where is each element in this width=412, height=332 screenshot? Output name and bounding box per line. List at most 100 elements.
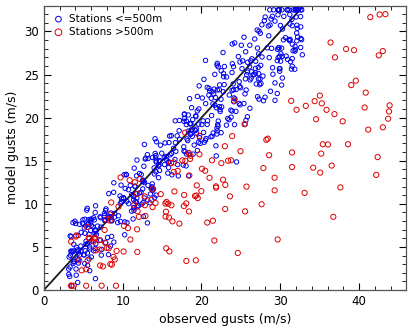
Stations <=500m (265, 33, 272, 39)
Stations >500m (211, 238, 218, 243)
Stations <=500m (210, 101, 216, 107)
Stations <=500m (82, 216, 88, 222)
Stations <=500m (209, 89, 215, 94)
Stations <=500m (276, 69, 283, 74)
Stations <=500m (175, 173, 182, 179)
Stations <=500m (75, 233, 82, 238)
Stations <=500m (86, 256, 92, 262)
Stations <=500m (68, 234, 75, 239)
Stations <=500m (218, 97, 224, 102)
Stations >500m (209, 158, 215, 163)
Stations >500m (325, 142, 331, 147)
Stations >500m (113, 283, 119, 289)
Stations <=500m (141, 142, 148, 147)
Stations >500m (348, 82, 355, 88)
Stations >500m (73, 233, 80, 238)
Stations <=500m (128, 208, 135, 214)
Stations <=500m (105, 191, 112, 196)
Stations <=500m (66, 267, 72, 272)
Stations <=500m (239, 58, 246, 63)
Stations >500m (192, 258, 199, 263)
Stations <=500m (194, 94, 201, 99)
Stations <=500m (236, 79, 243, 84)
Stations <=500m (88, 254, 95, 260)
Stations <=500m (91, 231, 98, 236)
Stations >500m (210, 218, 216, 223)
Stations <=500m (256, 82, 263, 87)
Stations <=500m (196, 135, 203, 140)
Stations >500m (332, 55, 338, 60)
Stations <=500m (277, 23, 284, 28)
Stations <=500m (115, 213, 122, 218)
Stations <=500m (252, 70, 259, 76)
Stations <=500m (266, 55, 272, 60)
Stations >500m (152, 201, 159, 206)
Stations <=500m (293, 30, 300, 36)
Stations <=500m (247, 77, 253, 83)
Stations <=500m (73, 245, 80, 250)
Stations >500m (96, 237, 103, 243)
Stations >500m (183, 201, 190, 206)
Stations >500m (361, 105, 368, 110)
Stations <=500m (75, 250, 82, 256)
Stations <=500m (98, 247, 105, 252)
Stations >500m (157, 192, 164, 197)
Stations <=500m (86, 240, 93, 245)
Stations <=500m (197, 141, 204, 146)
Stations <=500m (166, 140, 172, 145)
Stations <=500m (141, 195, 147, 201)
Stations <=500m (220, 71, 227, 76)
Stations <=500m (200, 130, 207, 135)
Stations <=500m (107, 243, 114, 249)
Stations <=500m (108, 234, 115, 239)
Stations <=500m (70, 220, 76, 225)
Stations <=500m (182, 149, 188, 154)
Stations <=500m (216, 87, 222, 93)
Stations <=500m (188, 131, 194, 136)
Stations <=500m (190, 151, 197, 157)
Stations <=500m (122, 232, 128, 237)
Stations <=500m (276, 66, 283, 71)
Stations <=500m (230, 64, 237, 69)
Stations <=500m (236, 101, 243, 106)
Stations >500m (367, 15, 374, 20)
Stations <=500m (220, 50, 226, 55)
Stations <=500m (93, 232, 100, 237)
Stations <=500m (216, 104, 223, 109)
Stations >500m (105, 246, 112, 251)
Stations <=500m (153, 193, 159, 198)
Stations >500m (149, 205, 156, 210)
Stations <=500m (262, 95, 268, 100)
Stations <=500m (166, 159, 172, 164)
Stations >500m (182, 130, 188, 135)
Stations <=500m (87, 246, 93, 252)
Stations <=500m (299, 52, 306, 57)
Stations >500m (186, 173, 193, 178)
Stations >500m (327, 40, 334, 45)
Stations <=500m (98, 253, 105, 258)
Stations <=500m (144, 152, 151, 157)
Stations <=500m (168, 151, 175, 156)
Stations <=500m (213, 105, 220, 111)
Stations >500m (97, 263, 103, 268)
Stations <=500m (75, 280, 81, 285)
Stations <=500m (176, 128, 183, 133)
Stations >500m (289, 150, 295, 155)
Stations >500m (330, 214, 337, 219)
Stations <=500m (297, 45, 304, 50)
Stations >500m (121, 223, 127, 228)
Stations <=500m (170, 146, 177, 151)
Stations <=500m (194, 148, 201, 153)
Stations >500m (365, 127, 372, 132)
Stations <=500m (255, 76, 262, 82)
Stations <=500m (233, 109, 239, 114)
Stations >500m (163, 246, 169, 251)
Stations <=500m (223, 74, 230, 80)
Stations <=500m (103, 206, 109, 211)
Stations >500m (68, 283, 75, 289)
Stations <=500m (84, 208, 90, 213)
Stations <=500m (294, 23, 300, 28)
Stations >500m (318, 101, 325, 106)
Stations <=500m (279, 26, 286, 32)
Stations <=500m (286, 38, 293, 43)
